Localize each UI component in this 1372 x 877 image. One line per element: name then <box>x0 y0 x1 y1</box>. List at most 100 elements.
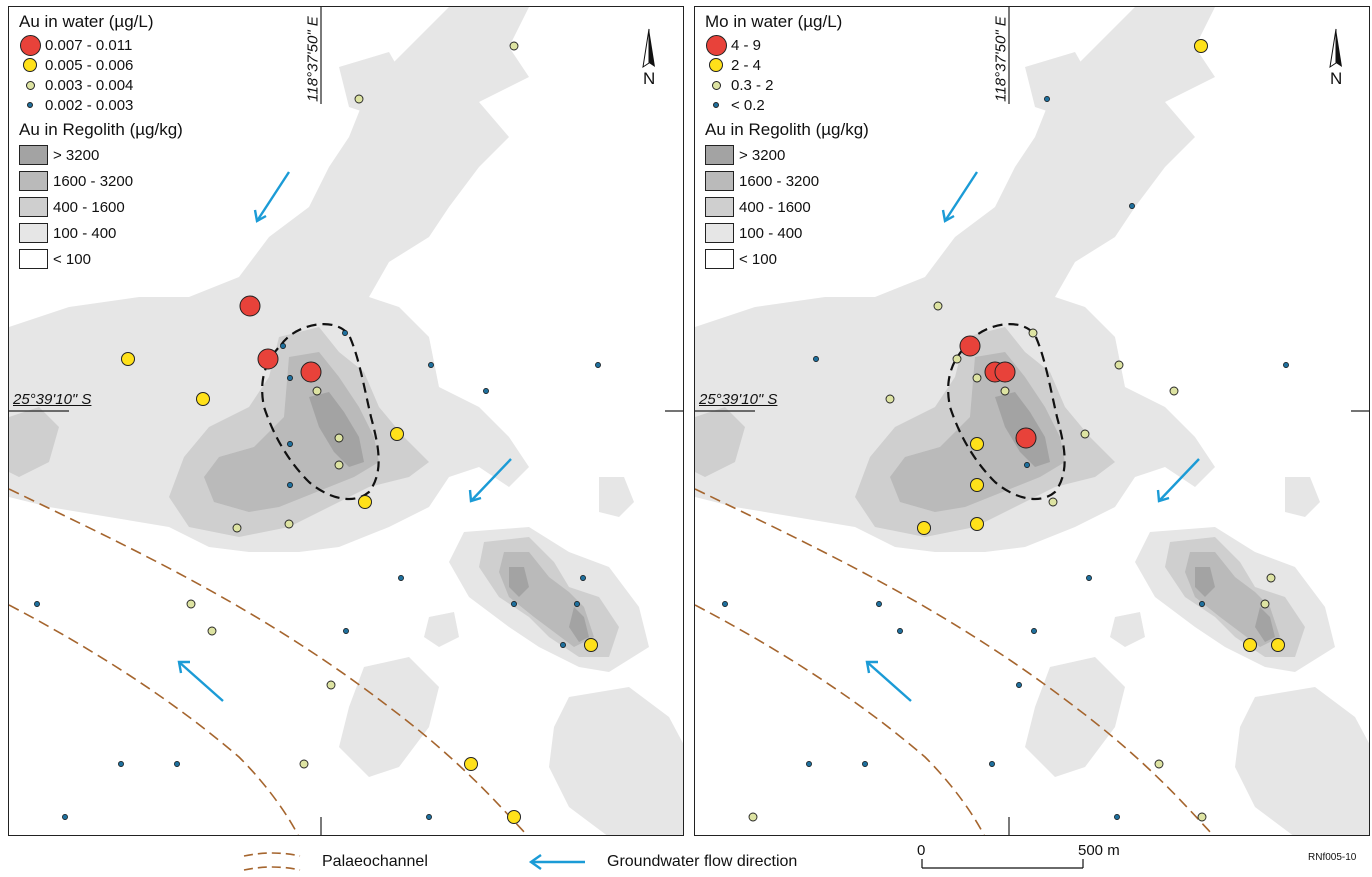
palaeochannel-line <box>9 604 299 835</box>
blue-dot-symbol <box>27 102 33 108</box>
yellow-circle-symbol <box>23 58 37 72</box>
swatch <box>705 171 734 191</box>
sample-points-background <box>34 330 601 820</box>
scale-bar: 0 500 m <box>913 842 1123 872</box>
water-legend-title: Au in water (µg/L) <box>19 12 154 31</box>
regolith-row: 1600 - 3200 <box>19 168 183 194</box>
legend-label: 4 - 9 <box>731 36 762 54</box>
legend-row-background: 0.002 - 0.003 <box>19 95 183 115</box>
palaeochannel-symbol <box>243 852 301 871</box>
legend-label: 0.005 - 0.006 <box>45 56 134 74</box>
au-map-panel: Au in water (µg/L) 0.007 - 0.011 0.005 -… <box>8 6 684 836</box>
yellow-circle-symbol <box>709 58 723 72</box>
scale-bar-graphic <box>921 859 1084 869</box>
legend-row-mid: 2 - 4 <box>705 55 869 75</box>
legend-label: 0.3 - 2 <box>731 76 774 94</box>
latitude-label: 25°39'10" S <box>699 391 778 408</box>
legend-label: 0.007 - 0.011 <box>45 36 133 54</box>
figure-code: RNf005-10 <box>1308 852 1357 863</box>
arrow-left-icon <box>528 854 585 870</box>
legend-label: 1600 - 3200 <box>739 172 820 190</box>
legend-label: < 100 <box>53 250 91 268</box>
pale-circle-symbol <box>711 80 721 90</box>
legend-row-background: < 0.2 <box>705 95 869 115</box>
pale-circle-symbol <box>25 80 35 90</box>
longitude-text: 118°37'50" E <box>992 16 1010 102</box>
regolith-row: < 100 <box>19 246 183 272</box>
longitude-label: 118°37'50" E <box>303 11 323 107</box>
palaeochannel-legend: Palaeochannel <box>242 846 472 876</box>
regolith-row: 100 - 400 <box>705 220 869 246</box>
legend-label: < 100 <box>739 250 777 268</box>
sample-points-low <box>748 301 1276 822</box>
mo-map-canvas <box>695 7 1369 835</box>
groundwater-arrow <box>468 458 512 503</box>
palaeochannel-line <box>695 604 985 835</box>
groundwater-arrow <box>253 171 291 223</box>
scale-end-label: 500 m <box>1078 842 1120 859</box>
regolith-row: 1600 - 3200 <box>705 168 869 194</box>
swatch <box>705 249 734 269</box>
regolith-row: > 3200 <box>705 142 869 168</box>
regolith-row: > 3200 <box>19 142 183 168</box>
au-map-canvas <box>9 7 683 835</box>
legend-row-high: 4 - 9 <box>705 34 869 56</box>
legend-row-high: 0.007 - 0.011 <box>19 34 183 56</box>
groundwater-arrow <box>865 660 912 702</box>
mo-map-panel: Mo in water (µg/L) 4 - 9 2 - 4 0.3 - 2 <… <box>694 6 1370 836</box>
regolith-row: 100 - 400 <box>19 220 183 246</box>
groundwater-legend: Groundwater flow direction <box>527 846 867 876</box>
legend-label: 400 - 1600 <box>739 198 811 216</box>
legend-label: 100 - 400 <box>739 224 803 242</box>
swatch <box>19 197 48 217</box>
legend-label: > 3200 <box>53 146 100 164</box>
groundwater-label: Groundwater flow direction <box>607 853 798 870</box>
blue-dot-symbol <box>713 102 719 108</box>
regolith-row: 400 - 1600 <box>705 194 869 220</box>
swatch <box>19 145 48 165</box>
red-circle-symbol <box>705 34 727 56</box>
legend-label: 400 - 1600 <box>53 198 125 216</box>
regolith-legend-title: Au in Regolith (µg/kg) <box>705 120 869 139</box>
anomaly-boundary <box>261 323 380 501</box>
groundwater-arrow <box>941 171 979 223</box>
legend-label: 0.003 - 0.004 <box>45 76 134 94</box>
regolith-row: < 100 <box>705 246 869 272</box>
regolith-legend-title: Au in Regolith (µg/kg) <box>19 120 183 139</box>
north-label: N <box>1330 69 1343 88</box>
scale-start-label: 0 <box>917 842 926 859</box>
swatch <box>19 171 48 191</box>
palaeochannel-label: Palaeochannel <box>322 853 428 870</box>
regolith-row: 400 - 1600 <box>19 194 183 220</box>
legend-label: 1600 - 3200 <box>53 172 134 190</box>
swatch <box>705 145 734 165</box>
swatch <box>19 249 48 269</box>
sample-points-low <box>186 41 519 769</box>
groundwater-arrow <box>1156 458 1200 503</box>
legend-label: 100 - 400 <box>53 224 117 242</box>
legend-row-mid: 0.005 - 0.006 <box>19 55 183 75</box>
legend-label: 0.002 - 0.003 <box>45 96 134 114</box>
legend-row-low: 0.003 - 0.004 <box>19 75 183 95</box>
anomaly-boundary <box>947 323 1066 501</box>
map-legend: Au in water (µg/L) 0.007 - 0.011 0.005 -… <box>19 13 183 272</box>
map-legend: Mo in water (µg/L) 4 - 9 2 - 4 0.3 - 2 <… <box>705 13 869 272</box>
longitude-text: 118°37'50" E <box>304 16 322 102</box>
legend-label: > 3200 <box>739 146 786 164</box>
legend-label: 2 - 4 <box>731 56 762 74</box>
palaeochannel-line <box>9 488 529 835</box>
red-circle-symbol <box>19 34 41 56</box>
sample-points-mid <box>121 352 598 824</box>
groundwater-arrow <box>177 660 224 702</box>
water-legend-title: Mo in water (µg/L) <box>705 12 843 31</box>
sample-points-high <box>239 295 322 383</box>
sample-points-mid <box>917 39 1285 652</box>
legend-row-low: 0.3 - 2 <box>705 75 869 95</box>
swatch <box>705 223 734 243</box>
swatch <box>19 223 48 243</box>
swatch <box>705 197 734 217</box>
north-label: N <box>643 69 656 88</box>
latitude-label: 25°39'10" S <box>13 391 92 408</box>
sample-points-high <box>959 335 1037 449</box>
legend-label: < 0.2 <box>731 96 765 114</box>
